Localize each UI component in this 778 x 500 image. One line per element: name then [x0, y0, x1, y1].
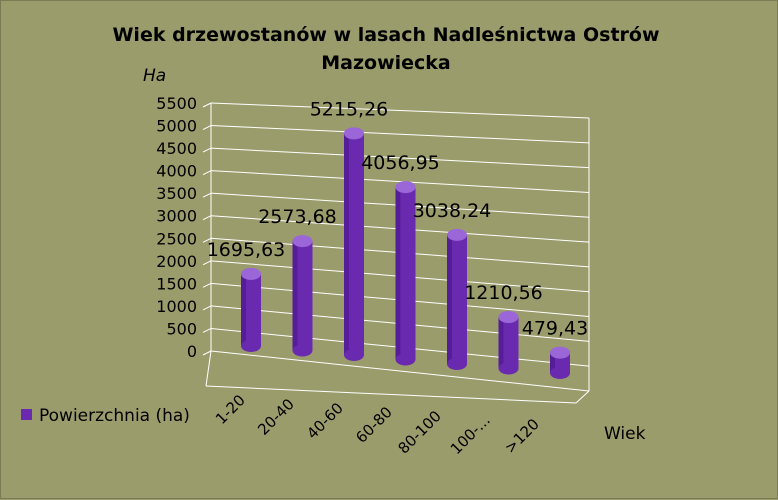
- bar-1-20: [241, 267, 261, 352]
- y-tick-label: 3000: [156, 207, 197, 226]
- legend-marker: [21, 409, 32, 420]
- data-label: 4056,95: [361, 152, 440, 174]
- bar-base: [498, 362, 519, 375]
- floor-right-edge: [575, 390, 590, 404]
- data-label: 1210,56: [464, 282, 543, 304]
- y-tick-label: 1500: [156, 274, 197, 293]
- bar-80-100: [447, 228, 467, 370]
- bar-base: [344, 349, 364, 361]
- y-axis-label: Ha: [143, 66, 166, 86]
- bar-top: [447, 228, 467, 241]
- floor-front-edge: [205, 385, 577, 404]
- bar-base: [241, 340, 261, 352]
- bar-top: [292, 235, 313, 248]
- y-tick-label: 5000: [156, 117, 197, 136]
- y-tick-label: 4500: [156, 139, 197, 158]
- gridline: [210, 147, 590, 169]
- gridline-side: [202, 237, 212, 243]
- bar-shade: [447, 234, 452, 364]
- y-tick-label: 0: [187, 342, 197, 361]
- y-tick-label: 1000: [156, 297, 197, 316]
- gridline: [210, 350, 590, 392]
- category-label: 20-40: [254, 395, 298, 439]
- chart-title-line2: Mazowiecka: [321, 52, 451, 74]
- y-tick-label: 2500: [156, 229, 197, 248]
- gridline-side: [202, 147, 212, 153]
- category-label: >120: [501, 415, 543, 457]
- bar-top: [395, 181, 416, 194]
- floor-left-edge: [205, 350, 212, 387]
- y-tick-label: 500: [166, 319, 197, 338]
- bar->120: [550, 346, 570, 379]
- category-label: 80-100: [395, 407, 445, 457]
- data-label: 5215,26: [310, 98, 389, 120]
- gridline-side: [202, 215, 212, 221]
- gridline-side: [202, 192, 212, 198]
- bar-20-40: [292, 235, 313, 357]
- legend: Powierzchnia (ha): [21, 406, 190, 426]
- y-tick-label: 4000: [156, 162, 197, 181]
- chart-title-line1: Wiek drzewostanów w lasach Nadleśnictwa …: [112, 24, 659, 46]
- bar-shade: [395, 187, 401, 360]
- category-label: 60-80: [352, 403, 396, 447]
- bar-top: [241, 267, 261, 280]
- gridline: [210, 125, 590, 144]
- bar-top: [550, 346, 570, 359]
- bar-base: [395, 353, 416, 366]
- y-tick-label: 2000: [156, 252, 197, 271]
- y-tick-label: 3500: [156, 184, 197, 203]
- bar-base: [550, 367, 570, 379]
- bar-shade: [498, 317, 504, 369]
- x-axis-label: Wiek: [604, 424, 646, 444]
- data-label-layer: 1695,63 2573,68 5215,26 4056,95 3038,24 1210,…: [207, 98, 589, 339]
- data-label: 2573,68: [258, 206, 337, 228]
- bar-shade: [344, 133, 349, 355]
- gridline-side: [202, 170, 212, 176]
- bar-60-80: [395, 181, 416, 366]
- bar-shade: [550, 352, 555, 373]
- data-label: 3038,24: [413, 200, 492, 222]
- data-label: 1695,63: [207, 239, 286, 261]
- bar-shade: [292, 241, 298, 351]
- bar-top: [498, 311, 519, 324]
- gridline-side: [202, 102, 212, 108]
- category-label: 40-60: [303, 399, 347, 443]
- gridline-side: [202, 350, 212, 356]
- gridline: [210, 170, 590, 193]
- bar-shade: [241, 273, 246, 346]
- bar-layer: [241, 127, 570, 379]
- bar-100-...: [498, 311, 519, 375]
- data-label: 479,43: [522, 318, 588, 340]
- y-tick-label: 5500: [156, 94, 197, 113]
- legend-label: Powierzchnia (ha): [39, 406, 190, 426]
- bar-base: [447, 358, 467, 370]
- category-label: 1-20: [212, 391, 249, 428]
- gridline-side: [202, 328, 212, 333]
- category-label: 100-...: [447, 411, 494, 458]
- bar-top: [344, 127, 364, 140]
- gridline-side: [202, 305, 212, 311]
- gridline-side: [202, 260, 212, 266]
- gridline: [210, 102, 590, 119]
- y-tick-layer: 0 500 1000 1500 2000 2500 3000 3500 4000 4500 5000…: [156, 94, 197, 361]
- bar-base: [292, 344, 313, 357]
- gridline-side: [202, 125, 212, 130]
- gridline-side: [202, 282, 212, 288]
- bar-40-60: [344, 127, 364, 361]
